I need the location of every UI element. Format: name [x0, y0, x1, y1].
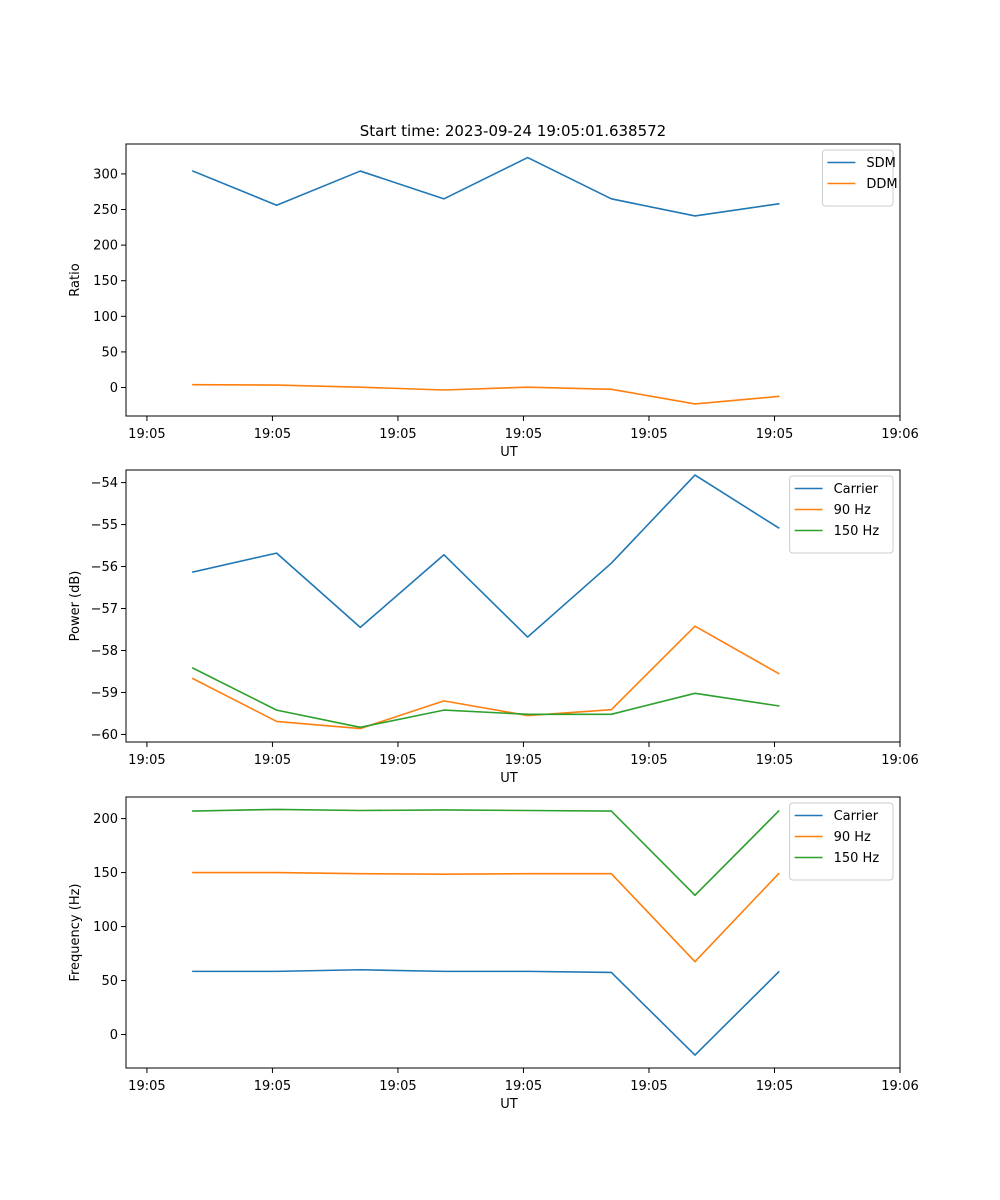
x-tick-label: 19:06	[881, 427, 918, 442]
chart-panel-3: 0 50 100 150 200 19:05 19:05 19:05 19:05 19:05 19:…	[68, 796, 919, 1112]
legend-label: DDM	[866, 177, 897, 192]
legend: SDM DDM	[821, 149, 898, 207]
series-line-150-hz	[192, 808, 780, 897]
x-tick-label: 19:05	[379, 1079, 416, 1094]
x-tick-label: 19:05	[128, 1079, 165, 1094]
legend-label: 150 Hz	[834, 524, 880, 539]
y-tick-label: −57	[91, 602, 118, 617]
legend-box	[821, 149, 894, 207]
legend-box	[789, 475, 894, 554]
y-tick-label: 0	[110, 381, 118, 396]
y-axis-label: Frequency (Hz)	[68, 883, 83, 981]
y-tick-label: −56	[91, 560, 118, 575]
legend: Carrier 90 Hz 150 Hz	[789, 802, 894, 881]
y-axis-label: Ratio	[68, 263, 83, 296]
x-tick-label: 19:05	[254, 427, 291, 442]
legend-label: 150 Hz	[834, 851, 880, 866]
x-tick-label: 19:05	[379, 753, 416, 768]
y-tick-label: 50	[101, 345, 118, 360]
x-tick-label: 19:05	[630, 427, 667, 442]
legend-box	[789, 802, 894, 881]
axes-frame	[125, 796, 901, 1069]
series-line-90-hz	[192, 871, 780, 963]
series-line-150-hz	[191, 667, 780, 729]
x-tick-label: 19:05	[756, 1079, 793, 1094]
series-line-carrier	[191, 474, 780, 638]
y-tick-label: 0	[110, 1028, 118, 1043]
charts-layer: 0 50 100 150 200 250 300 19:05 19:05 19:05 19:05 19…	[68, 143, 919, 1112]
series-line-90-hz	[191, 625, 780, 730]
y-axis-label: Power (dB)	[68, 571, 83, 642]
y-tick-label: −59	[91, 686, 118, 701]
chart-title: Start time: 2023-09-24 19:05:01.638572	[360, 122, 666, 140]
x-tick-label: 19:05	[756, 427, 793, 442]
series-line-ddm	[192, 383, 780, 405]
series-line-carrier	[192, 968, 780, 1056]
y-tick-label: 200	[93, 812, 118, 827]
x-tick-label: 19:05	[379, 427, 416, 442]
x-tick-label: 19:05	[254, 1079, 291, 1094]
x-tick-label: 19:05	[505, 753, 542, 768]
y-tick-label: −55	[91, 518, 118, 533]
x-axis-label: UT	[500, 1097, 518, 1112]
chart-panel-1: 0 50 100 150 200 250 300 19:05 19:05 19:05 19:05 19…	[68, 143, 919, 460]
x-tick-label: 19:05	[505, 1079, 542, 1094]
y-tick-label: −58	[91, 644, 118, 659]
x-tick-label: 19:05	[756, 753, 793, 768]
y-tick-label: 300	[93, 167, 118, 182]
chart-panel-2: −60 −59 −58 −57 −56 −55 −54 19:05 19:05 19:05 19:0…	[68, 469, 919, 786]
y-tick-label: 150	[93, 274, 118, 289]
x-tick-label: 19:05	[128, 753, 165, 768]
y-tick-label: 250	[93, 203, 118, 218]
x-tick-label: 19:05	[505, 427, 542, 442]
series-line-sdm	[191, 156, 780, 217]
x-tick-label: 19:05	[128, 427, 165, 442]
legend-label: SDM	[866, 156, 895, 171]
y-tick-label: 50	[101, 974, 118, 989]
axes-frame	[125, 143, 901, 417]
y-tick-label: 100	[93, 920, 118, 935]
legend: Carrier 90 Hz 150 Hz	[789, 475, 894, 554]
x-tick-label: 19:05	[254, 753, 291, 768]
x-tick-label: 19:06	[881, 1079, 918, 1094]
y-tick-label: −54	[91, 476, 118, 491]
x-tick-label: 19:05	[630, 1079, 667, 1094]
axes-frame	[125, 469, 901, 743]
y-tick-label: 100	[93, 310, 118, 325]
x-tick-label: 19:06	[881, 753, 918, 768]
y-tick-label: −60	[91, 728, 118, 743]
legend-label: Carrier	[834, 809, 879, 824]
y-tick-label: 150	[93, 866, 118, 881]
x-tick-label: 19:05	[630, 753, 667, 768]
y-tick-label: 200	[93, 239, 118, 254]
legend-label: Carrier	[834, 482, 879, 497]
legend-label: 90 Hz	[834, 503, 871, 518]
legend-label: 90 Hz	[834, 830, 871, 845]
x-axis-label: UT	[500, 445, 518, 460]
x-axis-label: UT	[500, 771, 518, 786]
